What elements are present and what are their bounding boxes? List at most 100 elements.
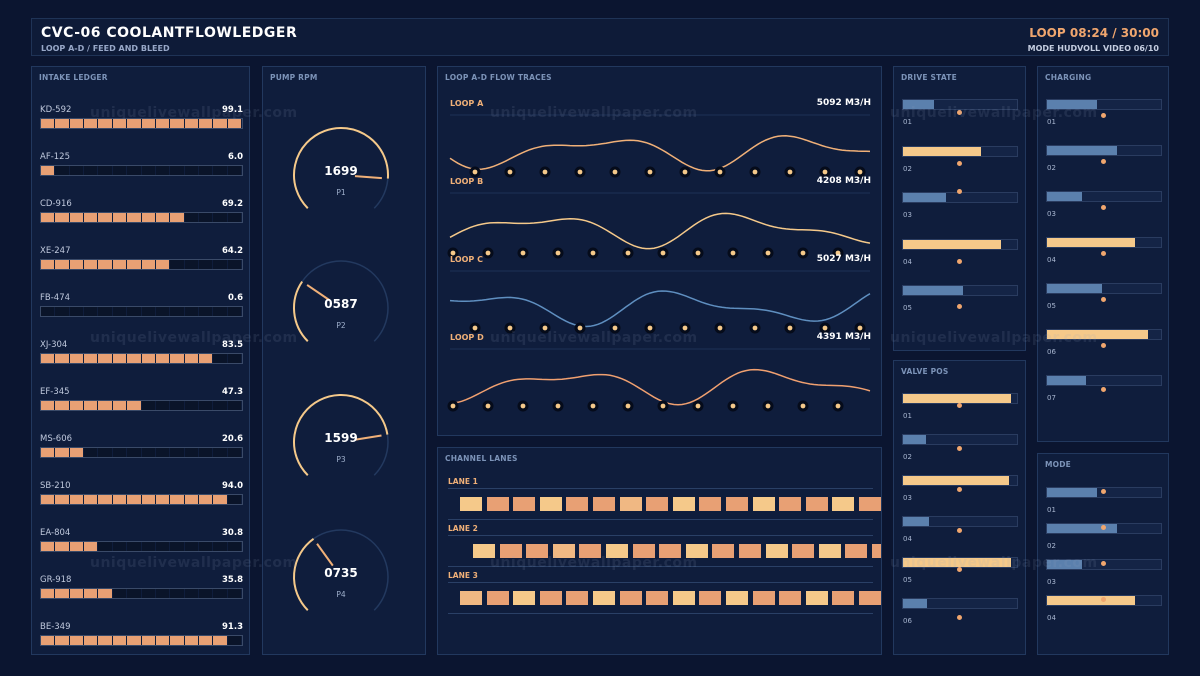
status-bar-track (902, 285, 1018, 296)
trace-marker (765, 403, 771, 409)
trace-marker (730, 403, 736, 409)
status-bar-track (902, 598, 1018, 609)
status-bar-index: 06 (903, 617, 912, 625)
status-bar-row: 03 (1046, 191, 1162, 221)
ledger-bar-segment (170, 307, 185, 316)
trace-marker (625, 250, 631, 256)
ledger-row: BE-349 91.3 (40, 622, 243, 648)
trace-marker (520, 403, 526, 409)
status-bar-row: 01 (902, 393, 1018, 423)
status-dot (957, 110, 962, 115)
trace-marker (450, 403, 456, 409)
ledger-bar-segment (112, 354, 128, 363)
trace-marker (612, 169, 618, 175)
gauge-label: P4 (336, 590, 346, 599)
gauge-arc (293, 394, 389, 476)
ledger-bar-segment (198, 119, 214, 128)
ledger-value: 94.0 (222, 481, 243, 491)
ledger-row: XE-247 64.2 (40, 246, 243, 272)
ledger-bar-segment (184, 589, 199, 598)
charging-panel: CHARGING 01 02 03 04 05 06 07 (1037, 66, 1169, 442)
ledger-bar-segment (198, 636, 214, 645)
ledger-bar-segment (112, 166, 128, 175)
ledger-bar-segment (198, 589, 214, 598)
ledger-bar-segment (141, 589, 156, 598)
flow-trace-line (449, 368, 871, 406)
ledger-bar-segment (112, 636, 128, 645)
status-bar-row: 05 (1046, 283, 1162, 313)
gauge-needle (354, 175, 382, 180)
lane-block (779, 497, 802, 511)
status-bar-fill (1047, 284, 1102, 293)
ledger-bar-segment (184, 636, 199, 645)
trace-marker (555, 250, 561, 256)
status-bar-index: 02 (903, 453, 912, 461)
lane-block (805, 591, 828, 605)
trace-marker (752, 325, 758, 331)
trace-marker (752, 169, 758, 175)
status-bar-row: 01 (902, 99, 1018, 129)
ledger-bar-segment (213, 636, 228, 645)
watermark: uniquelivewallpaper.com (490, 330, 698, 346)
trace-marker (520, 250, 526, 256)
lane-block (832, 591, 855, 605)
status-bar-index: 03 (903, 211, 912, 219)
ledger-bar (40, 447, 243, 458)
ledger-bar-segment (55, 448, 70, 457)
ledger-bar-segment (227, 495, 243, 504)
ledger-bar-segment (141, 307, 156, 316)
status-bar-index: 07 (1047, 394, 1056, 402)
ledger-bar-segment (141, 354, 156, 363)
app-title: CVC-06 COOLANTFLOWLEDGER (41, 25, 298, 41)
trace-marker (787, 169, 793, 175)
gauge-dial (293, 127, 389, 209)
lane-label: LANE 3 (448, 571, 478, 580)
status-bar-track (1046, 237, 1162, 248)
ledger-bar-segment (98, 542, 113, 551)
lane-block (566, 497, 589, 511)
status-bar-row: 02 (1046, 523, 1162, 553)
ledger-bar-segment (112, 589, 128, 598)
status-bar-index: 02 (1047, 164, 1056, 172)
trace-marker (835, 403, 841, 409)
status-bar-row: 04 (1046, 595, 1162, 625)
ledger-value: 6.0 (227, 152, 243, 162)
gauge-label: P2 (336, 321, 346, 330)
gauge-value: 1599 (324, 431, 358, 445)
ledger-row: MS-606 20.6 (40, 434, 243, 460)
status-bar-index: 03 (903, 494, 912, 502)
status-dot (1101, 387, 1106, 392)
status-dot (957, 528, 962, 533)
status-bar-row: 06 (1046, 329, 1162, 359)
ledger-bar-segment (127, 589, 142, 598)
ledger-bar-segment (84, 448, 99, 457)
ledger-bar-segment (227, 542, 243, 551)
ledger-bar-segment (184, 213, 199, 222)
trace-marker (542, 169, 548, 175)
ledger-id: EF-345 (40, 387, 70, 397)
lane-rail (448, 613, 873, 614)
ledger-bar-segment (69, 448, 85, 457)
watermark: uniquelivewallpaper.com (490, 105, 698, 121)
lane-block (845, 544, 868, 558)
mode-title: MODE (1045, 460, 1071, 469)
ledger-bar-segment (213, 166, 228, 175)
pump-gauge: 1699 P1 (286, 117, 396, 227)
status-dot (1101, 489, 1106, 494)
status-bar-fill (903, 193, 947, 202)
ledger-bar-segment (184, 119, 199, 128)
status-bar-fill (1047, 560, 1083, 569)
trace-marker (717, 169, 723, 175)
trace-value: 5027 M3/H (816, 254, 871, 264)
ledger-bar-segment (84, 260, 99, 269)
trace-label: LOOP B (450, 177, 484, 186)
status-bar-row: 02 (902, 145, 1018, 176)
trace-marker (800, 250, 806, 256)
ledger-bar-segment (227, 260, 243, 269)
status-bar-fill (903, 239, 1002, 249)
lane-block (499, 544, 522, 558)
status-bar-row: 05 (902, 557, 1018, 587)
status-bar-track (1046, 145, 1162, 156)
status-dot (957, 258, 962, 264)
ledger-row: CD-916 69.2 (40, 199, 243, 225)
